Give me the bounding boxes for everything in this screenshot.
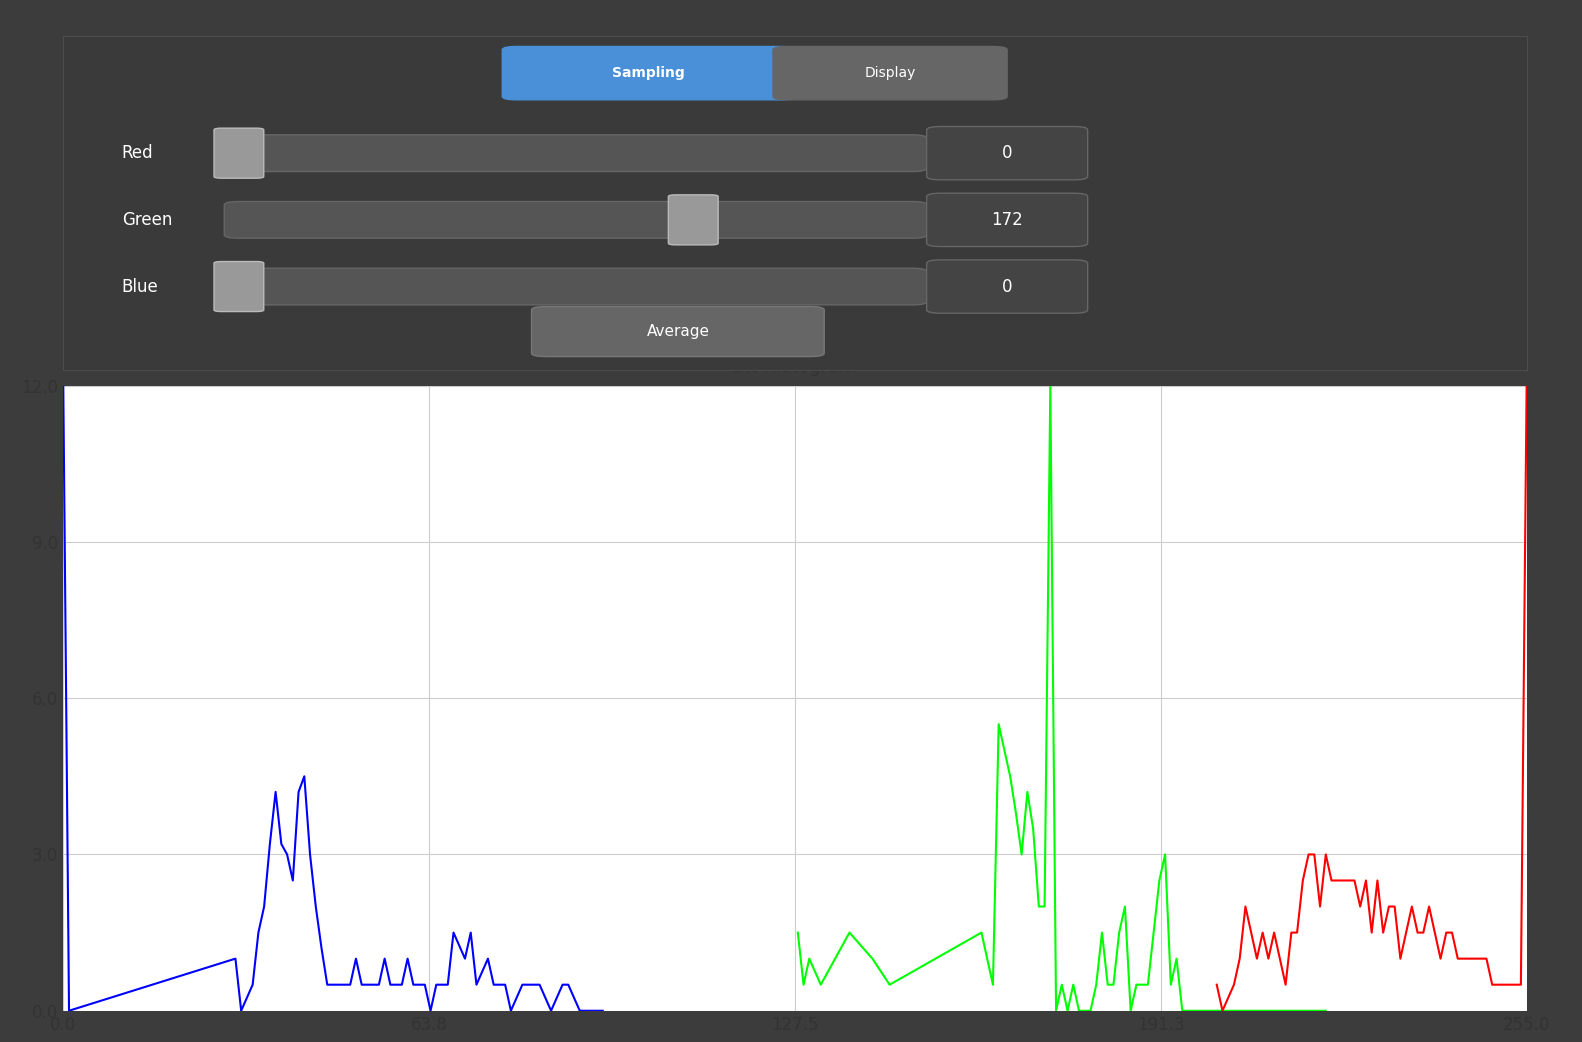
Text: Green: Green [122,210,172,229]
FancyBboxPatch shape [774,47,1008,100]
Text: 172: 172 [992,210,1024,229]
FancyBboxPatch shape [225,134,927,172]
FancyBboxPatch shape [927,259,1088,314]
FancyBboxPatch shape [927,126,1088,180]
FancyBboxPatch shape [927,193,1088,247]
FancyBboxPatch shape [225,268,927,305]
Title: Bit Histogram: Bit Histogram [732,357,857,376]
FancyBboxPatch shape [503,47,796,100]
FancyBboxPatch shape [668,195,718,245]
FancyBboxPatch shape [214,262,264,312]
FancyBboxPatch shape [532,306,824,356]
Text: Average: Average [647,324,709,339]
Text: 0: 0 [1001,277,1012,296]
Text: 0: 0 [1001,144,1012,163]
Text: Sampling: Sampling [612,66,685,80]
FancyBboxPatch shape [225,201,927,239]
Text: Blue: Blue [122,277,158,296]
FancyBboxPatch shape [214,128,264,178]
Text: Red: Red [122,144,153,163]
Text: Display: Display [864,66,916,80]
